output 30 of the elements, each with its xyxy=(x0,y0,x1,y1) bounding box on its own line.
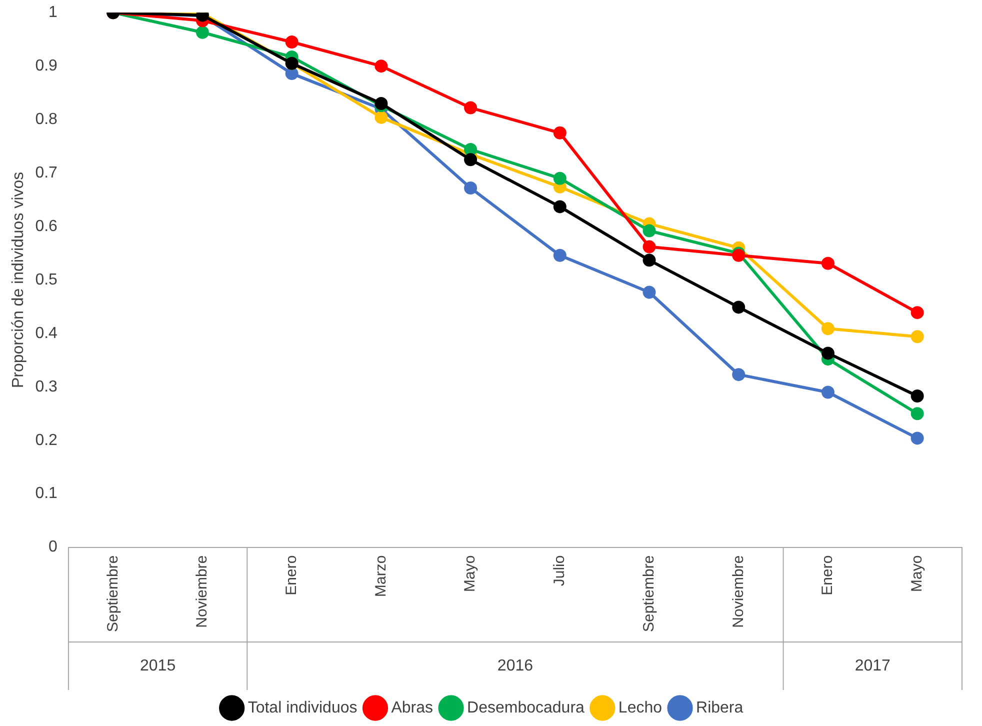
y-tick-label: 0 xyxy=(48,538,58,556)
x-tick-label: Mayo xyxy=(908,555,926,592)
legend-label: Abras xyxy=(391,699,434,716)
x-tick-label: Mayo xyxy=(462,555,479,592)
y-tick-label: 1 xyxy=(48,4,58,22)
legend-label: Total individuos xyxy=(248,699,358,716)
y-tick-label: 0.7 xyxy=(35,164,58,182)
y-tick-label: 0.9 xyxy=(35,57,58,74)
x-tick-label: Noviembre xyxy=(194,555,211,628)
x-tick-label: Septiembre xyxy=(640,555,658,632)
x-tick-label: Marzo xyxy=(372,555,390,597)
y-tick-label: 0.8 xyxy=(35,110,58,128)
legend-label: Lecho xyxy=(618,699,662,716)
x-tick-label: Enero xyxy=(282,555,300,596)
text: 2016 xyxy=(497,657,534,674)
y-tick-label: 0.6 xyxy=(35,218,58,235)
legend-label: Desembocadura xyxy=(467,699,585,716)
x-tick-label: Septiembre xyxy=(104,555,122,632)
y-tick-label: 0.4 xyxy=(35,324,58,342)
y-tick-label: 0.1 xyxy=(35,485,58,502)
y-tick-label: 0.3 xyxy=(35,378,58,396)
y-axis-title: Proporción de individuos vivos xyxy=(10,172,28,388)
y-tick-label: 0.5 xyxy=(35,271,58,288)
text: 2017 xyxy=(854,657,891,674)
y-tick-label: 0.2 xyxy=(35,432,58,449)
x-tick-label: Enero xyxy=(819,555,836,596)
legend-label: Ribera xyxy=(696,699,744,716)
text: 2015 xyxy=(140,657,176,674)
x-tick-label: Noviembre xyxy=(730,555,747,628)
x-tick-label: Julio xyxy=(551,555,568,586)
